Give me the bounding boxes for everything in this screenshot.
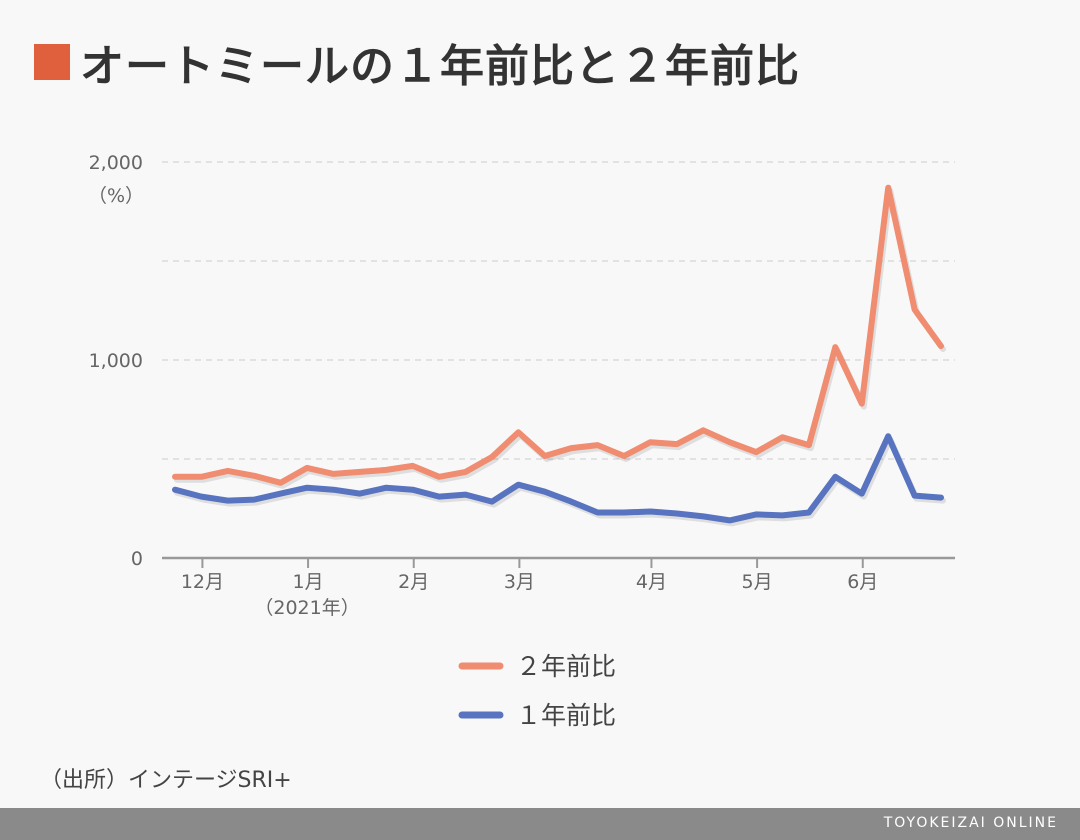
y-unit-label: （%） xyxy=(88,185,144,207)
x-year-note: （2021年） xyxy=(254,597,359,619)
footer-brand: TOYOKEIZAI ONLINE xyxy=(883,815,1058,831)
x-tick-label: 2月 xyxy=(398,571,429,593)
y-tick-label: 1,000 xyxy=(89,350,143,372)
footer-bar: TOYOKEIZAI ONLINE xyxy=(0,808,1080,840)
y-tick-label: 0 xyxy=(131,548,143,570)
series-line-two-year xyxy=(172,184,944,486)
line-chart: 0 1,000 2,000 （%） 12月 1月 2月 3月 4月 5月 6月 （2021年） ２年前比… xyxy=(88,152,955,730)
x-tick-label: 4月 xyxy=(636,571,667,593)
series-shadow xyxy=(174,187,946,489)
source-note: （出所）インテージSRI+ xyxy=(40,768,292,793)
series-line-one-year xyxy=(172,433,944,524)
chart-title: オートミールの１年前比と２年前比 xyxy=(80,41,800,92)
x-tick-label: 5月 xyxy=(742,571,773,593)
x-tick-label: 3月 xyxy=(504,571,535,593)
x-tick-label: 1月 xyxy=(293,571,324,593)
legend-label: ２年前比 xyxy=(516,652,616,681)
x-tick-label: 12月 xyxy=(181,571,224,593)
legend-label: １年前比 xyxy=(516,701,616,730)
x-tick-label: 6月 xyxy=(847,571,878,593)
title-marker-icon xyxy=(34,44,70,80)
y-tick-label: 2,000 xyxy=(89,152,143,174)
title-row: オートミールの１年前比と２年前比 xyxy=(34,30,800,94)
